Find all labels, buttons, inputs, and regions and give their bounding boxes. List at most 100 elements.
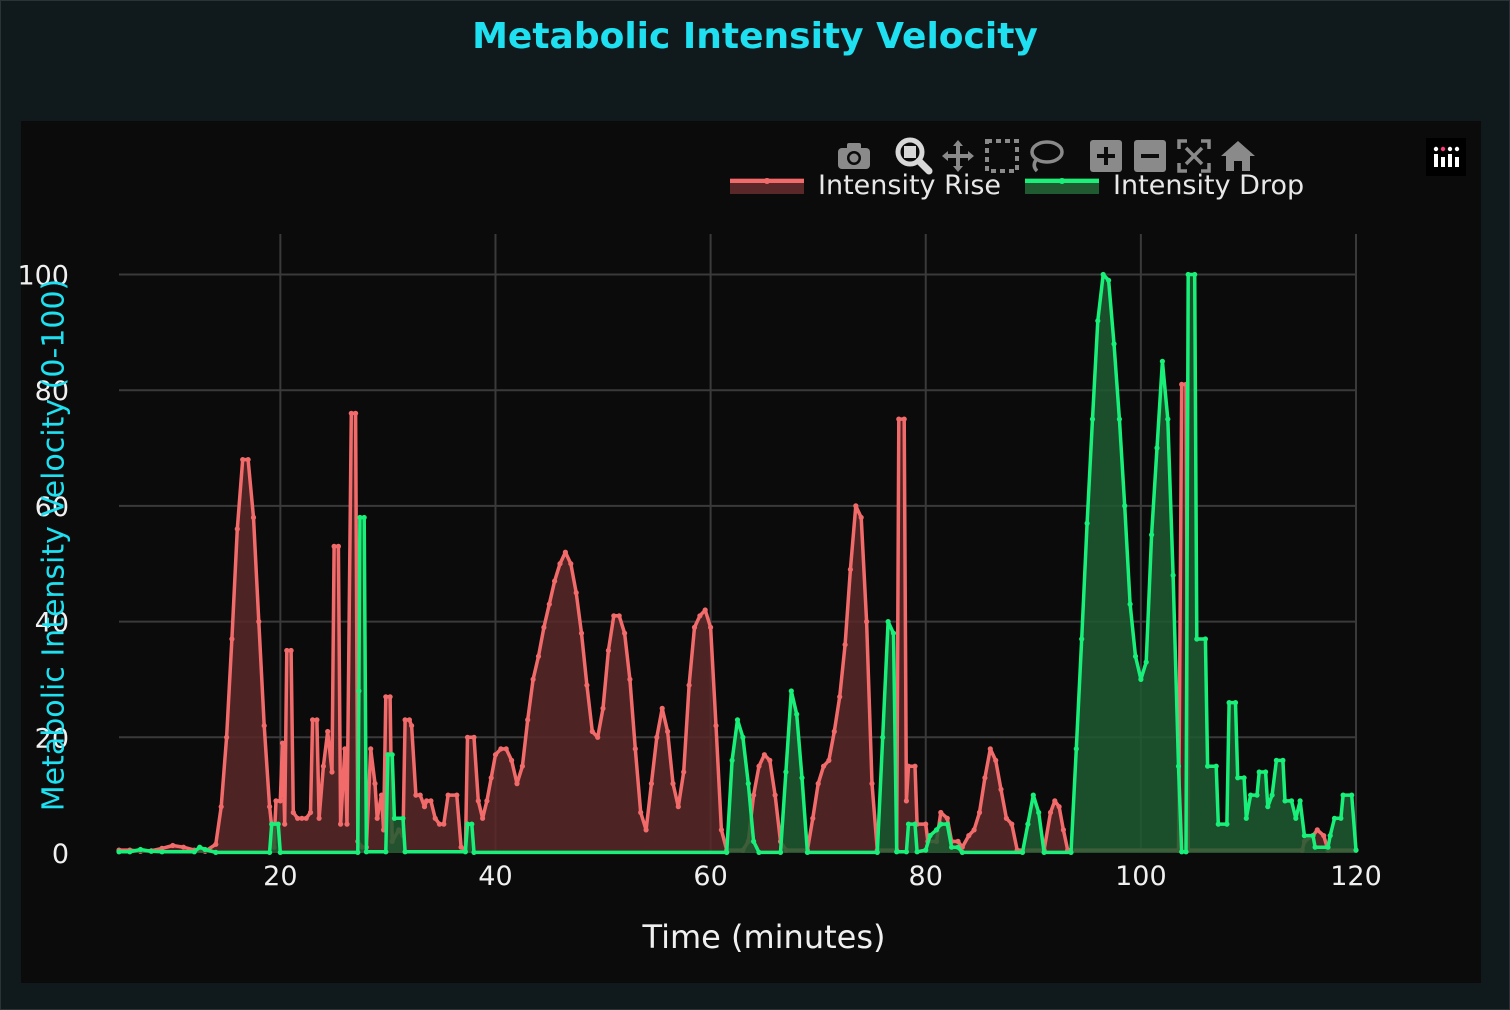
point-drop (1265, 804, 1271, 810)
point-rise (290, 809, 296, 816)
point-drop (361, 514, 367, 521)
x-tick-label-60: 60 (693, 861, 727, 892)
point-drop (1041, 849, 1047, 856)
point-rise (1052, 798, 1058, 804)
point-rise (464, 734, 471, 740)
point-drop (202, 846, 208, 853)
point-drop (1183, 849, 1189, 855)
point-rise (353, 410, 359, 416)
point-drop (794, 711, 800, 717)
point-rise (480, 815, 486, 821)
point-drop (740, 734, 746, 740)
camera-icon[interactable] (832, 135, 876, 177)
point-rise (718, 827, 725, 833)
autoscale-icon[interactable] (1172, 135, 1216, 177)
chart-title: Metabolic Intensity Velocity (472, 16, 1038, 57)
point-rise (831, 728, 837, 735)
point-rise (503, 746, 509, 752)
point-rise (279, 740, 286, 746)
point-drop (1226, 700, 1232, 706)
point-rise (424, 798, 430, 804)
point-drop (923, 847, 929, 853)
legend: Intensity Rise Intensity Drop (730, 170, 1328, 201)
point-rise (923, 821, 929, 827)
point-drop (927, 833, 933, 839)
point-drop (462, 849, 468, 855)
point-drop (402, 849, 408, 855)
point-rise (234, 526, 240, 532)
point-drop (355, 849, 361, 856)
zoom-icon[interactable] (892, 135, 936, 177)
point-drop (1349, 792, 1355, 798)
point-drop (1192, 271, 1198, 278)
point-drop (357, 514, 363, 521)
point-drop (914, 849, 920, 855)
point-rise (821, 763, 827, 769)
point-rise (815, 781, 821, 787)
point-rise (697, 613, 703, 619)
point-rise (342, 746, 348, 752)
point-drop (191, 849, 197, 855)
lasso-select-icon[interactable] (1024, 135, 1068, 177)
x-tick-label-80: 80 (909, 861, 943, 892)
point-rise (772, 792, 778, 798)
point-rise (261, 723, 267, 729)
point-drop (1019, 849, 1026, 856)
y-tick-label-60: 60 (35, 492, 69, 523)
point-drop (912, 821, 918, 827)
point-rise (976, 809, 983, 816)
legend-item-rise[interactable]: Intensity Rise (730, 170, 1001, 201)
point-drop (955, 844, 961, 850)
point-drop (1185, 271, 1191, 278)
point-rise (273, 798, 279, 804)
area-fill-drop (119, 274, 1356, 853)
point-drop (938, 821, 944, 827)
point-rise (535, 653, 542, 659)
point-rise (498, 746, 504, 752)
y-axis-label: Metabolic Intensity Velocity (0-100) (36, 278, 72, 812)
legend-swatch-drop (1025, 177, 1100, 194)
point-rise (987, 746, 993, 752)
pan-icon[interactable] (936, 135, 980, 177)
point-rise (471, 734, 477, 740)
point-drop (1325, 844, 1331, 850)
point-drop (1269, 792, 1275, 798)
point-rise (552, 578, 558, 584)
reset-axes-icon[interactable] (1216, 135, 1260, 177)
legend-item-drop[interactable]: Intensity Drop (1025, 170, 1304, 201)
point-drop (903, 849, 910, 855)
x-tick-label-40: 40 (478, 861, 512, 892)
point-rise (338, 821, 344, 827)
point-drop (1073, 746, 1079, 752)
point-drop (1175, 763, 1182, 769)
point-drop (464, 821, 471, 827)
point-drop (1243, 815, 1249, 821)
point-drop (383, 849, 389, 855)
plotly-logo-icon[interactable] (1426, 138, 1466, 176)
point-drop (1331, 815, 1338, 821)
point-rise (325, 728, 331, 735)
point-rise (702, 607, 708, 613)
point-rise (541, 624, 547, 631)
point-rise (573, 590, 579, 596)
point-rise (1321, 833, 1327, 839)
point-drop (1149, 532, 1155, 538)
point-drop (1202, 636, 1208, 642)
point-drop (1213, 763, 1219, 769)
point-drop (1095, 318, 1101, 324)
point-rise (245, 457, 251, 463)
point-drop (734, 717, 741, 723)
zoom-in-icon[interactable] (1084, 135, 1128, 177)
zoom-out-icon[interactable] (1128, 135, 1172, 177)
point-rise (256, 619, 262, 625)
point-rise (670, 781, 676, 787)
point-rise (616, 613, 622, 619)
point-drop (275, 821, 281, 827)
box-select-icon[interactable] (980, 135, 1024, 177)
point-drop (1084, 520, 1090, 526)
point-drop (1116, 416, 1122, 422)
point-drop (880, 734, 886, 740)
point-rise (372, 781, 378, 787)
point-drop (148, 848, 154, 854)
